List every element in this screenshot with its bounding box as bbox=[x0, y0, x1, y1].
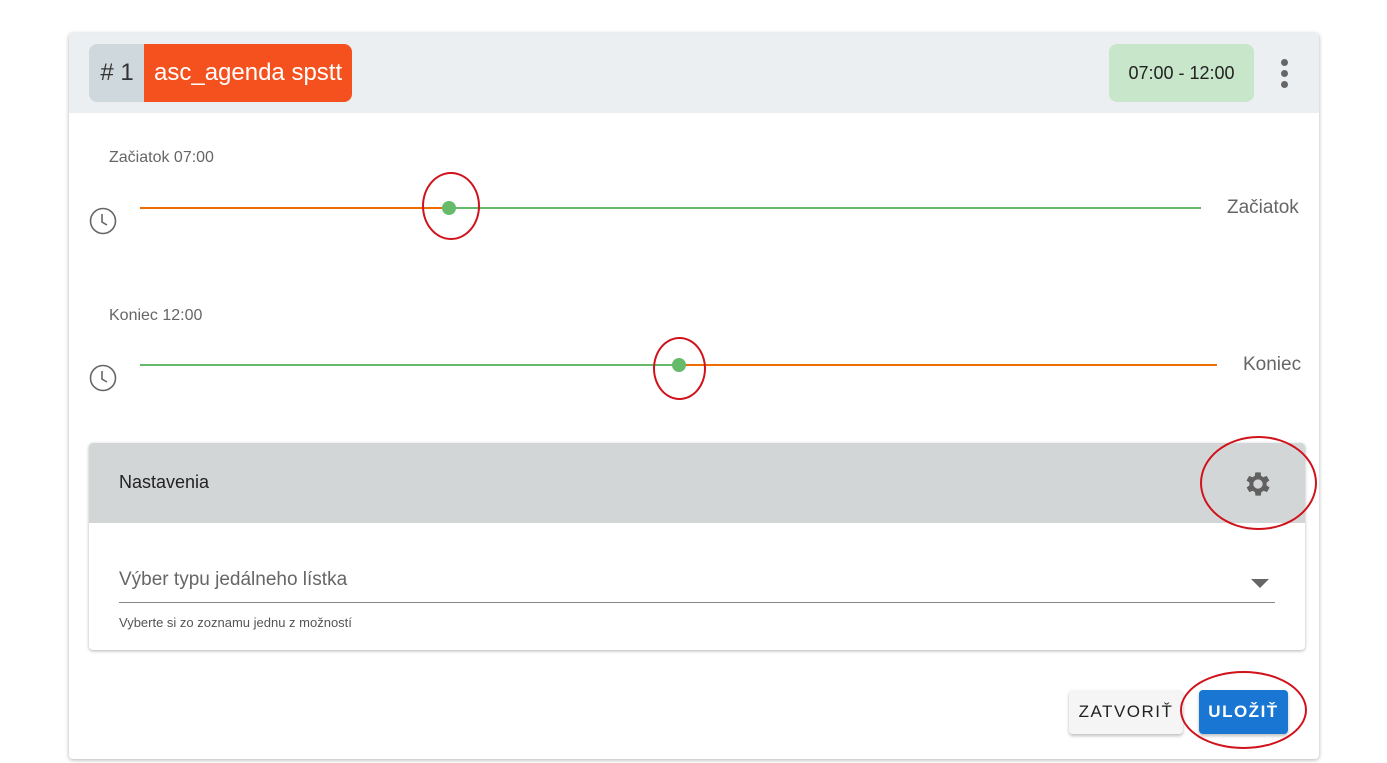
card-header: # 1 asc_agenda spstt 07:00 - 12:00 bbox=[69, 33, 1319, 113]
slider-track-inactive bbox=[678, 364, 1217, 366]
slider-thumb[interactable] bbox=[671, 358, 686, 372]
slider-thumb[interactable] bbox=[442, 201, 457, 215]
time-range-badge: 07:00 - 12:00 bbox=[1109, 44, 1254, 102]
gear-icon[interactable] bbox=[1242, 468, 1274, 500]
more-vertical-icon[interactable] bbox=[1277, 59, 1291, 89]
settings-panel: Nastavenia Výber typu jedálneho lístka V… bbox=[89, 443, 1305, 650]
settings-title: Nastavenia bbox=[119, 472, 210, 492]
end-label: Koniec 12:00 bbox=[109, 307, 203, 324]
slider-track-inactive bbox=[140, 207, 450, 209]
settings-header[interactable]: Nastavenia bbox=[89, 443, 1305, 523]
close-button[interactable]: ZATVORIŤ bbox=[1069, 690, 1183, 734]
slider-track-active bbox=[140, 364, 679, 366]
start-slider[interactable] bbox=[140, 201, 1201, 215]
slider-track-active bbox=[449, 207, 1201, 209]
item-name: asc_agenda spstt bbox=[144, 44, 353, 102]
select-placeholder: Výber typu jedálneho lístka bbox=[119, 569, 348, 590]
agenda-card: # 1 asc_agenda spstt 07:00 - 12:00 Začia… bbox=[69, 33, 1319, 759]
save-button[interactable]: ULOŽIŤ bbox=[1199, 690, 1288, 734]
menu-type-select[interactable]: Výber typu jedálneho lístka bbox=[119, 569, 1275, 603]
chevron-down-icon[interactable] bbox=[1251, 579, 1269, 588]
start-side-label: Začiatok bbox=[1227, 197, 1299, 218]
end-slider[interactable] bbox=[140, 358, 1217, 372]
clock-icon bbox=[89, 364, 117, 392]
clock-icon bbox=[89, 207, 117, 235]
select-hint: Vyberte si zo zoznamu jednu z možností bbox=[119, 615, 352, 630]
start-label: Začiatok 07:00 bbox=[109, 149, 214, 166]
end-side-label: Koniec bbox=[1243, 354, 1302, 375]
item-number: # 1 bbox=[89, 44, 145, 102]
